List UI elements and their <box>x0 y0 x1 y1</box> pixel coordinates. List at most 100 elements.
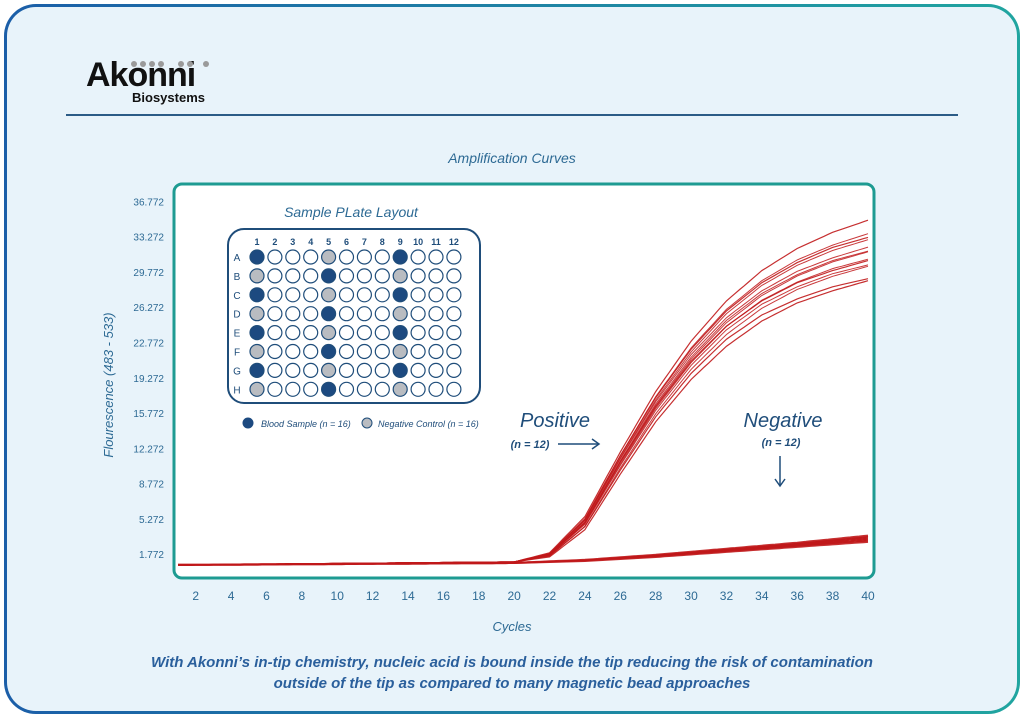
well-empty <box>374 268 390 284</box>
x-tick-label: 22 <box>543 589 557 603</box>
well-blood-sample <box>321 268 337 284</box>
logo-dots <box>131 61 209 67</box>
well-negative-control <box>249 306 265 322</box>
legend-blood-label: Blood Sample (n = 16) <box>261 419 351 429</box>
x-axis-label: Cycles <box>492 619 532 634</box>
well-empty <box>303 362 319 378</box>
well-empty <box>338 268 355 284</box>
x-tick-label: 18 <box>472 589 486 603</box>
well-empty <box>338 249 355 265</box>
well-negative-control <box>392 381 408 397</box>
well-empty <box>446 268 462 284</box>
plate-row-label: E <box>234 329 241 340</box>
well-blood-sample <box>321 381 337 397</box>
x-tick-label: 2 <box>192 589 199 603</box>
well-empty <box>338 325 355 341</box>
well-empty <box>356 325 372 341</box>
well-empty <box>374 381 390 397</box>
positive-curve <box>178 265 869 566</box>
x-tick-label: 38 <box>826 589 840 603</box>
well-empty <box>428 325 444 341</box>
well-negative-control <box>392 306 408 322</box>
well-empty <box>267 381 283 397</box>
plate-column-label: 9 <box>398 237 403 247</box>
well-empty <box>410 381 426 397</box>
positive-label: Positive <box>520 410 590 432</box>
well-empty <box>303 343 319 360</box>
well-empty <box>356 343 372 360</box>
legend-blood-icon <box>242 417 254 429</box>
plate-column-label: 5 <box>326 237 331 247</box>
well-empty <box>446 287 462 303</box>
well-blood-sample <box>321 306 337 322</box>
x-tick-label: 40 <box>861 589 875 603</box>
well-empty <box>303 268 319 284</box>
well-empty <box>428 268 444 284</box>
well-empty <box>374 325 390 341</box>
x-tick-label: 34 <box>755 589 769 603</box>
well-empty <box>267 287 283 303</box>
plate-column-label: 8 <box>380 237 385 247</box>
positive-arrow-icon <box>558 438 601 450</box>
well-empty <box>285 325 301 341</box>
well-empty <box>356 249 372 265</box>
akonni-logo: Akonni Biosystems <box>86 58 209 105</box>
plate-column-label: 3 <box>290 237 295 247</box>
y-tick-label: 26.272 <box>133 303 164 314</box>
y-tick-label: 22.772 <box>133 338 164 349</box>
x-tick-label: 12 <box>366 589 380 603</box>
negative-label: Negative <box>744 410 823 432</box>
well-blood-sample <box>392 362 408 378</box>
well-empty <box>446 381 462 397</box>
well-empty <box>356 268 372 284</box>
chart-title: Amplification Curves <box>448 150 576 166</box>
y-tick-label: 5.272 <box>139 515 164 526</box>
plate-row-label: D <box>233 310 240 321</box>
x-ticks: 2 4 6 8 10 12 14 16 18 20 22 24 26 28 30 32 34 36 38 40 <box>192 589 875 603</box>
well-empty <box>428 306 444 322</box>
well-negative-control <box>321 287 337 303</box>
footer-caption: With Akonni’s in-tip chemistry, nucleic … <box>0 652 1024 694</box>
plate-column-label: 12 <box>449 237 459 247</box>
legend-control-icon <box>361 417 373 429</box>
well-empty <box>338 306 355 322</box>
well-empty <box>338 343 355 360</box>
well-empty <box>267 343 283 360</box>
well-negative-control <box>321 325 337 341</box>
plate-title: Sample PLate Layout <box>284 204 419 220</box>
x-tick-label: 24 <box>578 589 592 603</box>
x-tick-label: 8 <box>299 589 306 603</box>
plate-row-label: H <box>233 385 240 396</box>
well-blood-sample <box>249 249 265 265</box>
plate-row-label: G <box>233 366 241 377</box>
plate-row-label: C <box>233 291 240 302</box>
x-tick-label: 6 <box>263 589 270 603</box>
y-tick-label: 12.272 <box>133 444 164 455</box>
x-tick-label: 30 <box>684 589 698 603</box>
well-empty <box>428 362 444 378</box>
well-blood-sample <box>392 325 408 341</box>
well-negative-control <box>392 268 408 284</box>
well-empty <box>446 362 462 378</box>
plate-legend: Blood Sample (n = 16) Negative Control (… <box>242 417 479 429</box>
x-tick-label: 28 <box>649 589 663 603</box>
well-blood-sample <box>392 249 408 265</box>
well-empty <box>446 325 462 341</box>
well-empty <box>285 343 301 360</box>
well-empty <box>374 249 390 265</box>
negative-arrow-icon <box>774 456 786 488</box>
x-tick-label: 4 <box>228 589 235 603</box>
y-axis-label: Flourescence (483 - 533) <box>101 312 116 457</box>
well-empty <box>267 268 283 284</box>
well-empty <box>374 362 390 378</box>
well-empty <box>267 306 283 322</box>
well-empty <box>285 381 301 397</box>
well-blood-sample <box>392 287 408 303</box>
header-divider <box>66 114 958 116</box>
well-empty <box>285 362 301 378</box>
well-blood-sample <box>321 343 337 360</box>
x-tick-label: 10 <box>331 589 345 603</box>
well-empty <box>338 362 355 378</box>
footer-line-2: outside of the tip as compared to many m… <box>273 675 751 692</box>
well-empty <box>303 325 319 341</box>
